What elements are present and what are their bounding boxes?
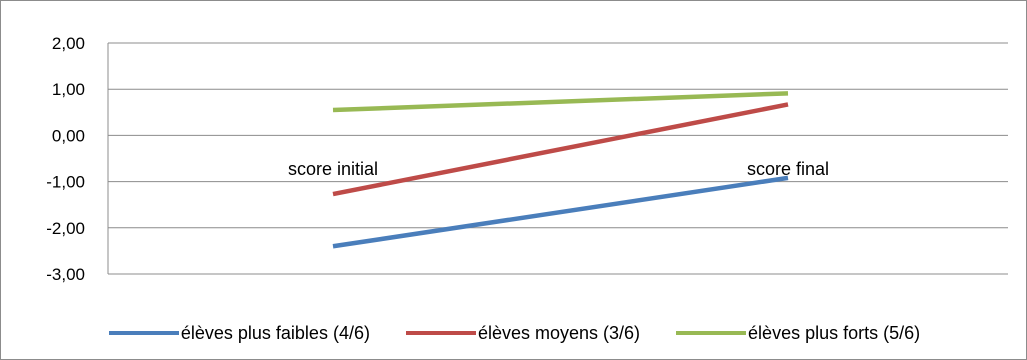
- y-tick-label: -3,00: [46, 265, 85, 284]
- line-chart: 2,00 1,00 0,00 -1,00 -2,00 -3,00 score initial…: [46, 34, 1008, 284]
- legend-swatch: [676, 331, 747, 335]
- x-category-label: score initial: [288, 159, 378, 179]
- y-tick-label: -1,00: [46, 173, 85, 192]
- legend-swatch: [108, 331, 179, 335]
- y-tick-label: 2,00: [52, 34, 85, 53]
- legend-item: élèves plus faibles (4/6): [108, 322, 370, 344]
- series-line: [332, 175, 789, 249]
- legend-item: élèves moyens (3/6): [405, 322, 641, 344]
- series-line: [332, 102, 789, 197]
- legend-item: élèves plus forts (5/6): [676, 323, 920, 344]
- legend: élèves plus faibles (4/6) élèves moyens (…: [1, 315, 1027, 351]
- series-line: [332, 91, 789, 113]
- x-category-label: score final: [747, 159, 829, 179]
- y-tick-label: 1,00: [52, 80, 85, 99]
- y-tick-label: -2,00: [46, 219, 85, 238]
- legend-label: élèves moyens (3/6): [477, 322, 641, 343]
- legend-label: élèves plus forts (5/6): [748, 322, 921, 343]
- legend-swatch: [405, 331, 476, 335]
- y-tick-label: 0,00: [52, 126, 85, 145]
- legend-label: élèves plus faibles (4/6): [180, 322, 370, 343]
